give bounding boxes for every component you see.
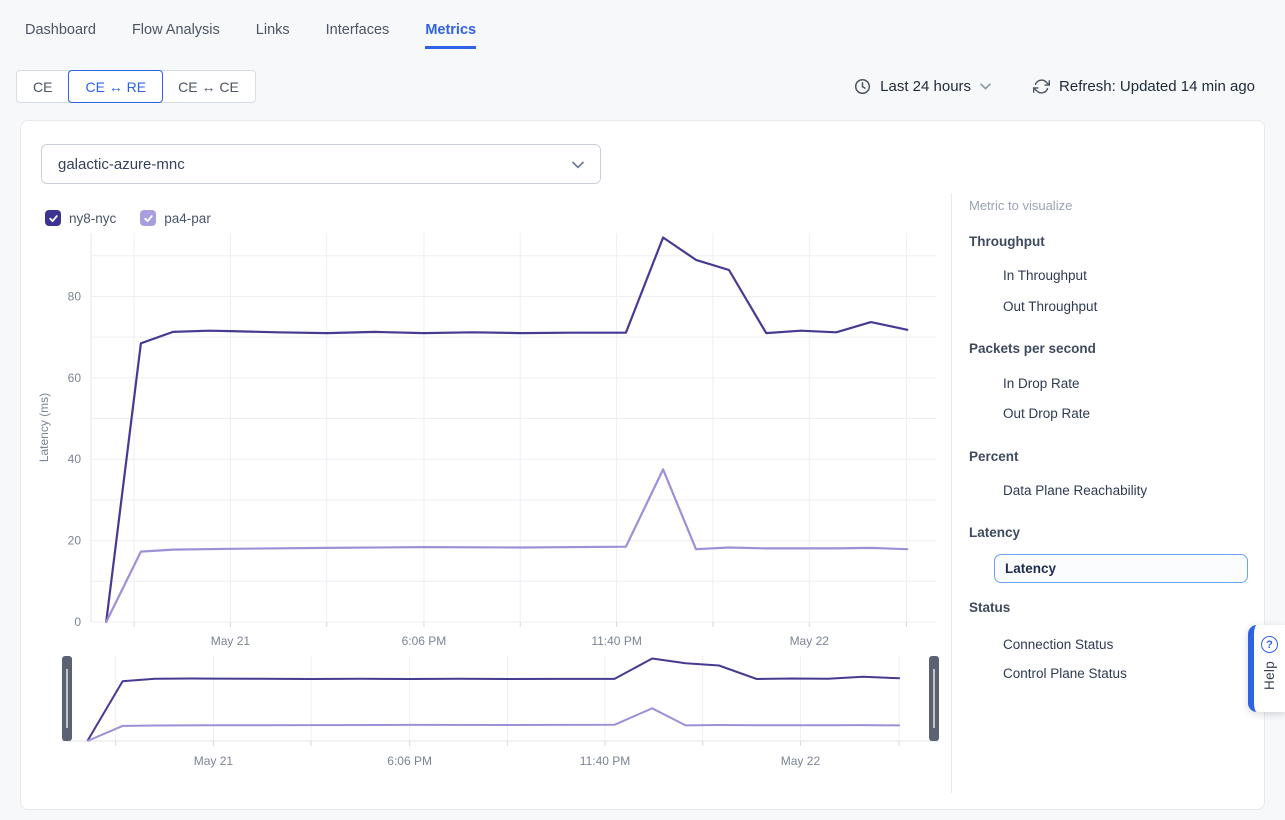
refresh-icon bbox=[1033, 78, 1050, 95]
group-header-percent: Percent bbox=[969, 449, 1019, 464]
svg-text:20: 20 bbox=[68, 534, 82, 548]
svg-text:40: 40 bbox=[68, 452, 82, 466]
svg-text:60: 60 bbox=[68, 371, 82, 385]
svg-text:May 21: May 21 bbox=[194, 754, 234, 768]
segment-ce-re[interactable]: CE ↔ RE bbox=[68, 70, 163, 103]
svg-text:May 22: May 22 bbox=[790, 634, 830, 648]
sidebar-item-connection-status[interactable]: Connection Status bbox=[1003, 637, 1113, 652]
group-header-status: Status bbox=[969, 600, 1010, 615]
brush-line-ny8-nyc bbox=[87, 659, 900, 742]
help-label: Help bbox=[1262, 661, 1277, 690]
nav-item-links[interactable]: Links bbox=[256, 22, 290, 46]
sidebar-item-latency-selected[interactable]: Latency bbox=[994, 554, 1248, 583]
svg-text:6:06 PM: 6:06 PM bbox=[387, 754, 432, 768]
svg-text:11:40 PM: 11:40 PM bbox=[580, 754, 630, 768]
svg-text:11:40 PM: 11:40 PM bbox=[591, 634, 641, 648]
group-header-latency: Latency bbox=[969, 525, 1020, 540]
help-button[interactable]: ? Help bbox=[1248, 625, 1285, 712]
help-question-icon: ? bbox=[1261, 636, 1278, 653]
sidebar-item-out-drop-rate[interactable]: Out Drop Rate bbox=[1003, 406, 1090, 421]
chevron-down-icon bbox=[980, 83, 991, 90]
latency-chart: 0 20 40 60 80 Latency (ms) May 21 6:06 PM 11:40 … bbox=[21, 121, 951, 811]
sidebar-item-in-drop-rate[interactable]: In Drop Rate bbox=[1003, 376, 1080, 391]
sidebar-title: Metric to visualize bbox=[969, 198, 1072, 213]
top-nav: Dashboard Flow Analysis Links Interfaces… bbox=[25, 22, 476, 49]
svg-text:May 22: May 22 bbox=[781, 754, 821, 768]
sidebar-item-data-plane-reachability[interactable]: Data Plane Reachability bbox=[1003, 483, 1147, 498]
connection-type-segmented-control: CE CE ↔ RE CE ↔ CE bbox=[16, 70, 256, 103]
svg-text:Latency (ms): Latency (ms) bbox=[37, 393, 51, 462]
nav-item-interfaces[interactable]: Interfaces bbox=[326, 22, 390, 46]
vertical-divider bbox=[951, 193, 952, 793]
sidebar-item-control-plane-status[interactable]: Control Plane Status bbox=[1003, 666, 1127, 681]
segment-ce[interactable]: CE bbox=[17, 71, 69, 102]
nav-item-dashboard[interactable]: Dashboard bbox=[25, 22, 96, 46]
refresh-control[interactable]: Refresh: Updated 14 min ago bbox=[1033, 78, 1255, 95]
clock-icon bbox=[854, 78, 871, 95]
series-line-ny8-nyc bbox=[106, 238, 907, 623]
sidebar-item-in-throughput[interactable]: In Throughput bbox=[1003, 268, 1087, 283]
group-header-packets-per-second: Packets per second bbox=[969, 341, 1096, 356]
metrics-panel: galactic-azure-mnc ny8-nyc pa4-par 02040… bbox=[20, 120, 1265, 810]
svg-text:May 21: May 21 bbox=[211, 634, 251, 648]
svg-text:6:06 PM: 6:06 PM bbox=[402, 634, 447, 648]
svg-text:0: 0 bbox=[74, 615, 81, 629]
svg-text:80: 80 bbox=[68, 289, 82, 303]
toolbar: Last 24 hours Refresh: Updated 14 min ag… bbox=[854, 70, 1255, 103]
brush-line-pa4-par bbox=[87, 708, 900, 741]
group-header-throughput: Throughput bbox=[969, 234, 1045, 249]
nav-item-flow-analysis[interactable]: Flow Analysis bbox=[132, 22, 220, 46]
time-range-dropdown[interactable]: Last 24 hours bbox=[854, 78, 991, 95]
nav-item-metrics[interactable]: Metrics bbox=[425, 22, 476, 49]
sidebar-item-out-throughput[interactable]: Out Throughput bbox=[1003, 299, 1097, 314]
segment-ce-ce[interactable]: CE ↔ CE bbox=[162, 71, 255, 102]
series-line-pa4-par bbox=[106, 469, 907, 622]
refresh-status-label: Refresh: Updated 14 min ago bbox=[1059, 78, 1255, 95]
time-range-label: Last 24 hours bbox=[880, 78, 971, 95]
